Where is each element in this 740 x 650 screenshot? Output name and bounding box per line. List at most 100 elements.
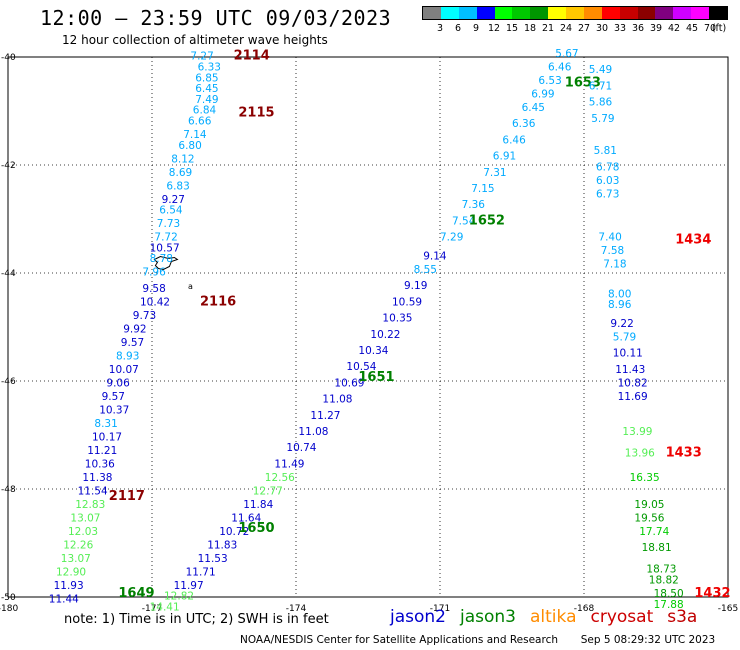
swh-value-label: 10.69 [334,377,364,389]
swh-value-label: 11.54 [78,485,108,497]
swh-value-label: 11.27 [310,410,340,422]
generated-timestamp: Sep 5 08:29:32 UTC 2023 [580,634,716,646]
swh-value-label: 11.84 [243,499,273,511]
swh-value-label: 5.79 [591,113,614,125]
colorbar-label: 36 [631,23,645,34]
swh-value-label: 6.80 [178,140,201,152]
swh-value-label: 6.45 [195,83,218,95]
colorbar-swatch [512,7,531,19]
swh-value-label: 11.69 [618,391,648,403]
track-time-label: 1432 [694,586,730,601]
swh-value-label: 7.49 [195,94,218,106]
swh-value-label: 19.05 [634,499,664,511]
colorbar-swatch [423,7,441,19]
swh-value-label: 12.26 [63,539,93,551]
swh-value-label: 19.56 [634,512,664,524]
swh-value-label: 12.82 [164,591,194,603]
swh-value-label: 12.90 [56,566,86,578]
colorbar-swatch [440,7,459,19]
credit-line: NOAA/NESDIS Center for Satellite Applica… [240,634,715,646]
colorbar-label: 39 [649,23,663,34]
swh-value-label: 18.81 [642,542,672,554]
units-note: note: 1) Time is in UTC; 2) SWH is in fe… [64,612,329,627]
swh-value-label: 11.97 [174,580,204,592]
swh-value-label: 11.44 [49,593,79,605]
swh-value-label: 11.83 [207,539,237,551]
swh-value-label: 5.86 [589,97,613,109]
swh-value-label: 7.72 [154,232,177,244]
swh-value-label: 5.49 [589,64,612,76]
swh-value-label: 6.99 [531,89,554,101]
track-time-label: 1650 [238,521,274,536]
swh-value-label: 9.58 [142,283,165,295]
swh-value-label: 11.71 [186,566,216,578]
colorbar-swatch [583,7,602,19]
swh-value-label: 6.83 [166,180,189,192]
swh-value-label: 12.56 [265,472,295,484]
swh-value-label: 9.57 [102,391,125,403]
swh-value-label: 6.84 [193,105,217,117]
lon-tick-label: -174 [286,604,307,614]
wave-height-colorbar [422,6,728,20]
swh-value-label: 6.53 [538,75,561,87]
swh-value-label: 10.22 [370,329,400,341]
swh-value-label: 6.03 [596,175,619,187]
swh-value-label: 7.96 [142,267,166,279]
swh-value-label: 6.66 [188,116,212,128]
swh-value-label: 7.58 [601,245,624,257]
legend-jason2: jason2 [390,607,446,627]
swh-value-label: 5.67 [555,48,578,60]
lat-tick-label: -46 [1,377,16,387]
legend-cryosat: cryosat [590,607,654,627]
track-time-label: 2114 [234,49,270,64]
track-time-label: 2116 [200,294,236,309]
colorbar-label: (ft) [711,23,727,34]
swh-value-label: 11.08 [322,394,352,406]
island-outline [153,255,179,271]
swh-value-label: 9.57 [121,337,144,349]
colorbar-label: 6 [454,23,462,34]
colorbar-swatch [691,7,709,19]
colorbar-swatch [548,7,566,19]
lat-tick-label: -44 [1,269,16,279]
swh-value-label: 7.73 [157,218,180,230]
swh-value-label: 12.77 [253,485,283,497]
colorbar-label: 24 [559,23,573,34]
legend-s3a: s3a [667,607,698,627]
legend-altika: altika [530,607,577,627]
swh-value-label: 7.40 [598,232,621,244]
swh-value-label: 7.36 [462,199,486,211]
swh-value-label: 9.92 [123,323,146,335]
swh-value-label: 6.46 [548,62,572,74]
swh-value-label: 8.00 [608,288,631,300]
swh-value-label: 13.96 [625,448,655,460]
swh-value-label: 8.96 [608,299,632,311]
swh-value-label: 10.42 [140,296,170,308]
swh-value-label: 9.27 [162,194,185,206]
swh-value-label: 6.91 [493,151,516,163]
swh-value-label: 7.27 [190,51,213,63]
swh-value-label: 13.07 [70,512,100,524]
track-time-label: 1653 [565,76,601,91]
colorbar-label: 3 [436,23,444,34]
swh-value-label: 10.07 [109,364,139,376]
swh-value-label: 10.72 [219,526,249,538]
island-label: a [188,282,193,291]
colorbar-label: 42 [667,23,681,34]
swh-value-label: 8.12 [171,153,194,165]
swh-value-label: 6.36 [512,118,536,130]
swh-value-label: 8.78 [150,253,173,265]
colorbar-swatch [655,7,674,19]
credit-org: NOAA/NESDIS Center for Satellite Applica… [240,634,558,646]
colorbar-label: 45 [685,23,699,34]
lon-tick-label: -165 [718,604,738,614]
swh-value-label: 7.14 [183,129,207,141]
track-time-label: 2115 [238,105,274,120]
colorbar-swatch [601,7,620,19]
swh-value-label: 12.83 [75,499,105,511]
colorbar-swatch [637,7,656,19]
swh-value-label: 18.50 [654,588,684,600]
colorbar-label: 9 [472,23,480,34]
lat-tick-label: -48 [1,485,16,495]
lat-tick-label: -42 [1,161,16,171]
